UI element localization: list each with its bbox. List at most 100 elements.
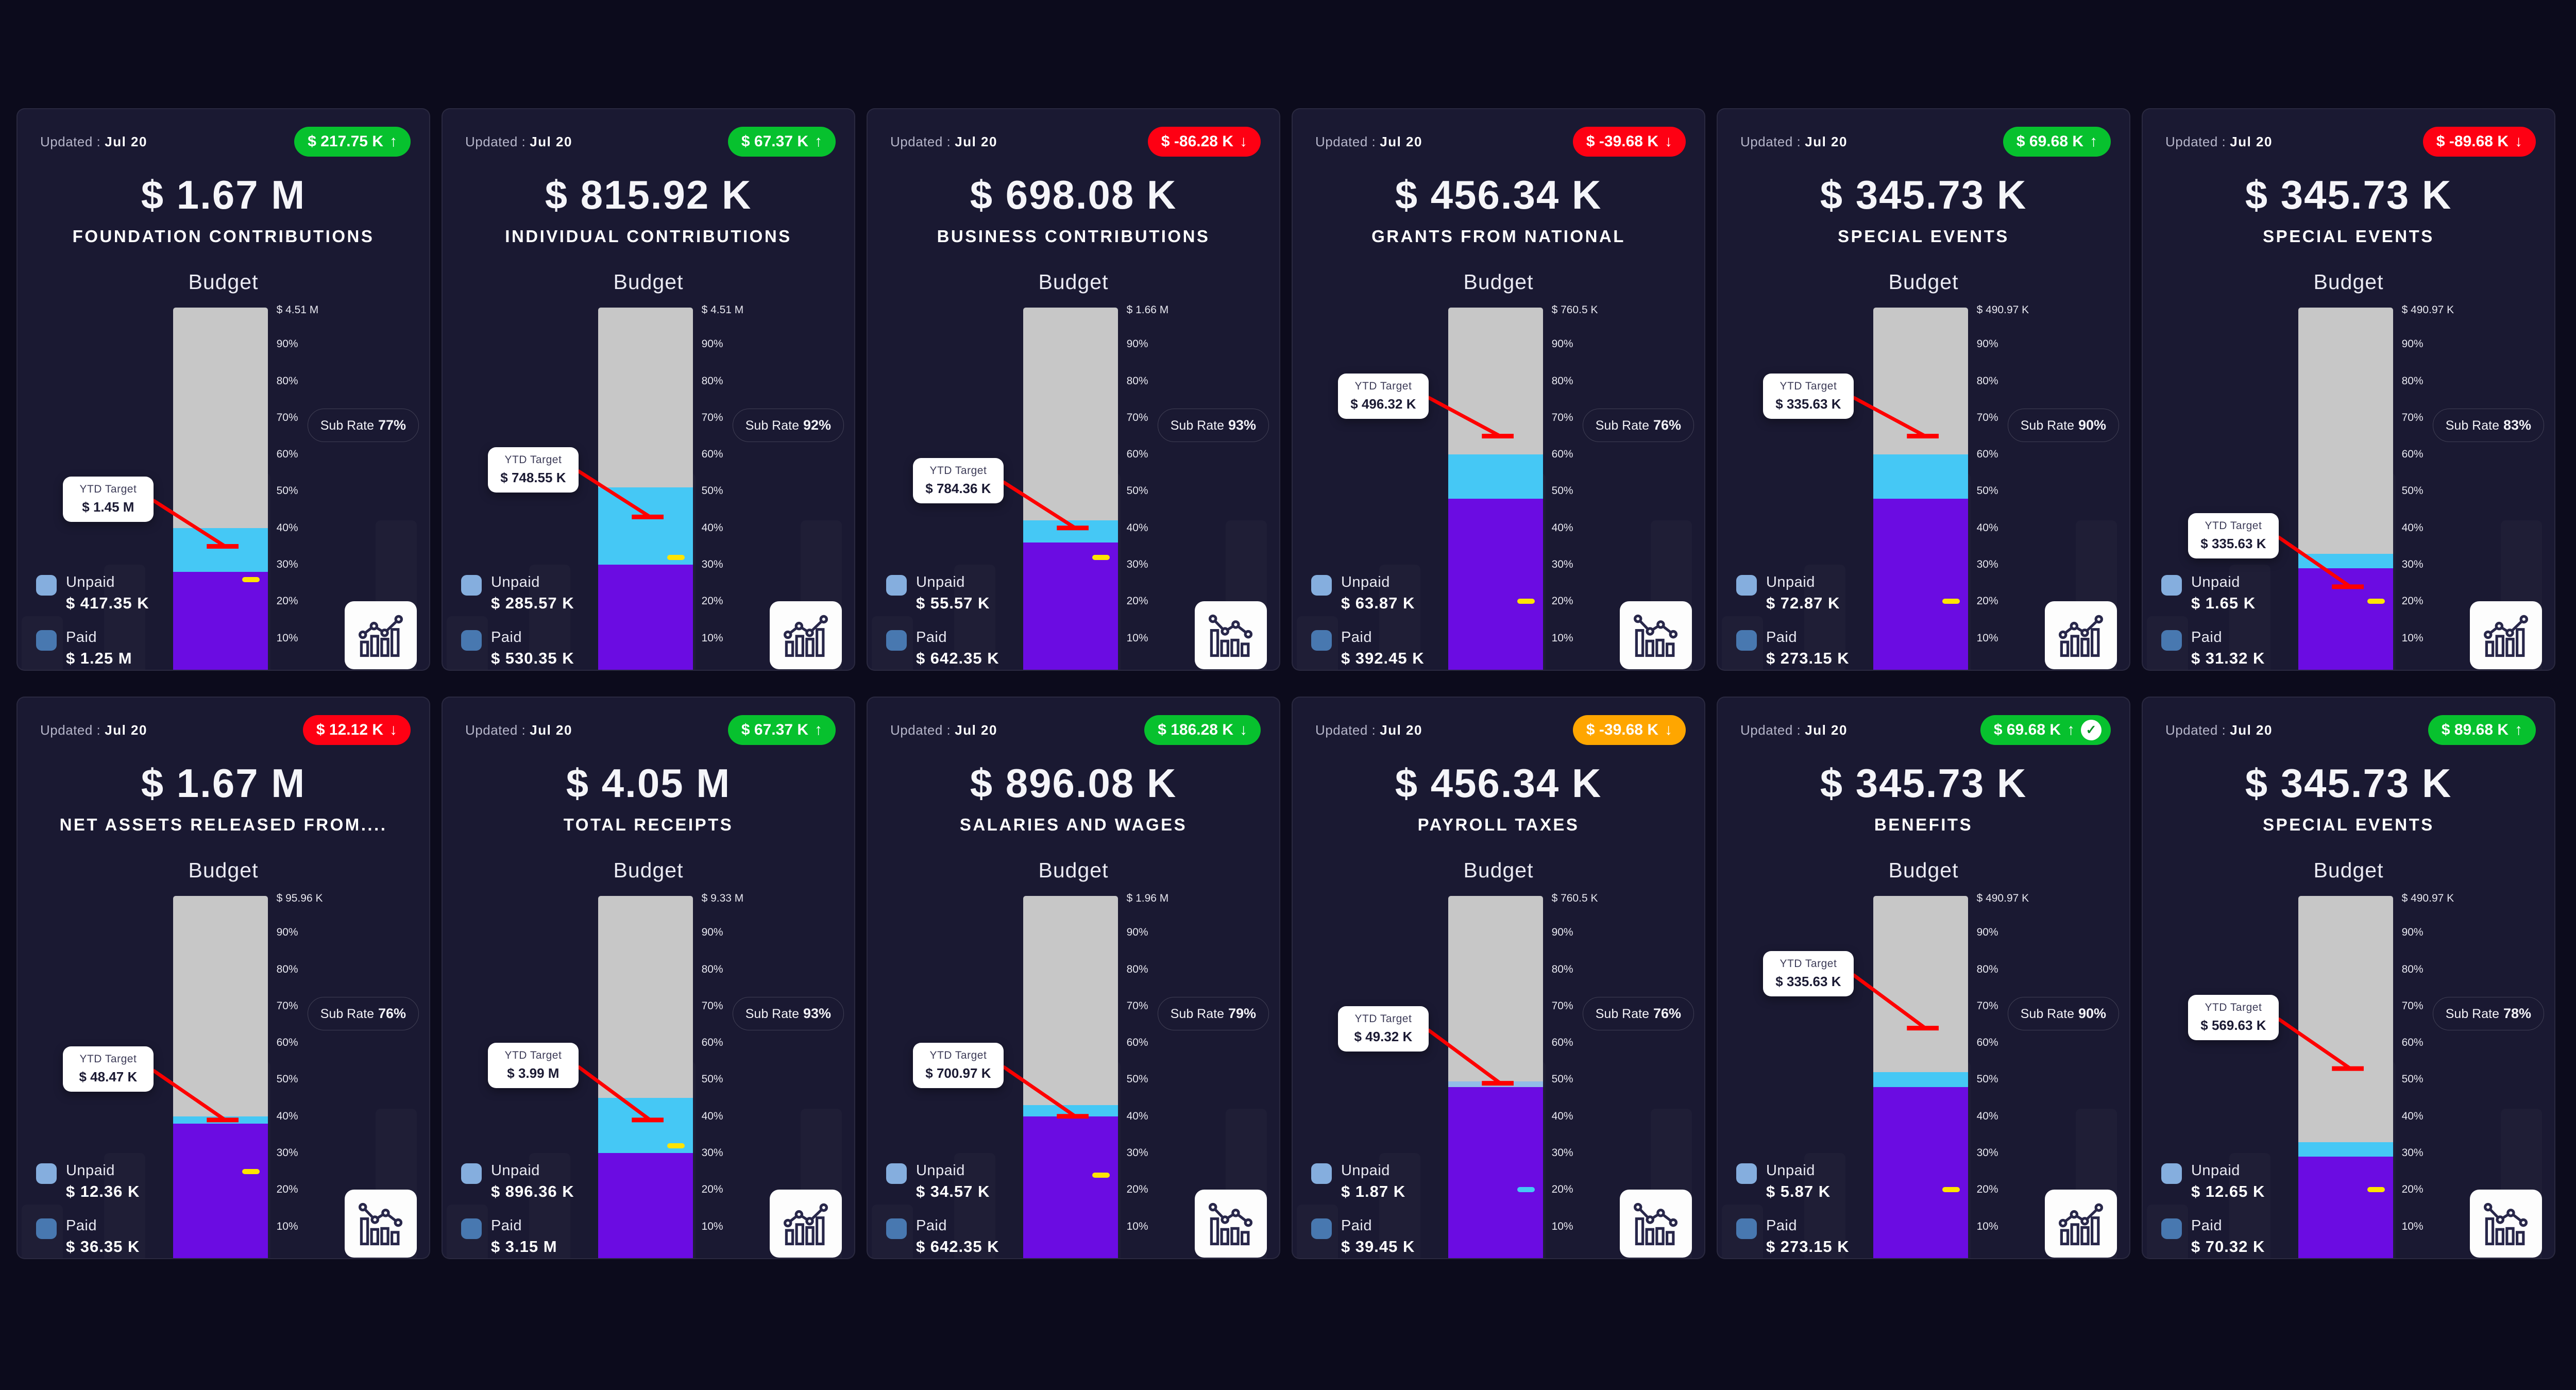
bar-segment-paid[interactable]	[173, 572, 268, 670]
unpaid-swatch	[886, 1163, 907, 1184]
stacked-budget-bar[interactable]	[1448, 307, 1543, 670]
percent-axis: $ 760.5 K 90% 80% 70% 60% 50% 40% 30% 20% 10% 0%	[1552, 304, 1609, 670]
card-header: Updated : Jul 20 $ 12.12 K ↓	[18, 698, 429, 745]
trend-chart-icon-button[interactable]	[1195, 1190, 1267, 1258]
sub-rate-pill: Sub Rate 77%	[307, 408, 419, 442]
paid-label: Paid	[1766, 1217, 1797, 1234]
trend-chart-icon-button[interactable]	[345, 1190, 417, 1258]
change-badge[interactable]: $ 89.68 K ↑	[2428, 715, 2536, 745]
percent-axis: $ 490.97 K 90% 80% 70% 60% 50% 40% 30% 20% 10% 0%	[2402, 892, 2460, 1258]
paid-swatch	[461, 1218, 482, 1239]
ytd-target-callout: YTD Target $ 569.63 K	[2188, 995, 2279, 1041]
change-badge[interactable]: $ 69.68 K ↑	[2003, 127, 2111, 157]
bar-segment-unpaid[interactable]	[1023, 1105, 1118, 1116]
bar-segment-unpaid[interactable]	[1448, 454, 1543, 499]
paid-value: $ 392.45 K	[1341, 649, 1425, 667]
axis-tick-label: 10%	[1126, 1220, 1148, 1232]
change-badge[interactable]: $ 186.28 K ↓	[1144, 715, 1261, 745]
card-header: Updated : Jul 20 $ 89.68 K ↑	[2143, 698, 2554, 745]
bar-segment-paid[interactable]	[1023, 543, 1118, 670]
stacked-budget-bar[interactable]	[598, 895, 693, 1258]
unpaid-swatch	[461, 574, 482, 596]
change-amount: $ -86.28 K	[1161, 133, 1233, 150]
axis-tick-label: 40%	[1551, 1110, 1573, 1122]
stacked-budget-bar[interactable]	[2298, 895, 2393, 1258]
updated-date: Jul 20	[105, 133, 147, 149]
bar-segment-paid[interactable]	[598, 1153, 693, 1258]
ytd-target-value: $ 700.97 K	[925, 1065, 991, 1081]
bar-segment-unpaid[interactable]	[1448, 1081, 1543, 1087]
change-badge[interactable]: $ -86.28 K ↓	[1147, 127, 1261, 157]
ytd-target-callout: YTD Target $ 335.63 K	[2188, 513, 2279, 559]
legend: Unpaid $ 55.57 K Paid $ 642.35 K	[886, 574, 999, 668]
bar-segment-unpaid[interactable]	[1023, 520, 1118, 543]
kpi-card: Updated : Jul 20 $ 69.68 K ↑ ✓ $ 345.73 K…	[1717, 697, 2130, 1259]
stacked-budget-bar[interactable]	[2298, 307, 2393, 670]
trend-chart-icon-button[interactable]	[2470, 1190, 2543, 1258]
change-amount: $ 69.68 K	[2016, 133, 2083, 150]
bar-segment-paid[interactable]	[1873, 1087, 1968, 1258]
axis-tick-label: 10%	[1551, 1220, 1573, 1232]
bar-segment-paid[interactable]	[1448, 498, 1543, 670]
change-badge[interactable]: $ 12.12 K ↓	[302, 715, 411, 745]
trend-chart-icon-button[interactable]	[2470, 601, 2543, 670]
ytd-target-label: YTD Target	[2205, 1002, 2262, 1014]
stacked-budget-bar[interactable]	[173, 895, 268, 1258]
bar-segment-unpaid[interactable]	[1873, 454, 1968, 499]
updated-date: Jul 20	[1805, 722, 1848, 738]
updated-date: Jul 20	[2230, 722, 2273, 738]
axis-tick-label: 90%	[1976, 338, 1998, 350]
trend-chart-icon-button[interactable]	[1620, 1190, 1692, 1258]
bar-segment-paid[interactable]	[2298, 568, 2393, 670]
legend-item-paid: Paid $ 39.45 K	[1311, 1217, 1415, 1256]
stacked-budget-bar[interactable]	[1873, 307, 1968, 670]
stacked-budget-bar[interactable]	[1873, 895, 1968, 1258]
bar-segment-unpaid[interactable]	[173, 528, 268, 572]
change-badge[interactable]: $ 217.75 K ↑	[294, 127, 411, 157]
bar-segment-unpaid[interactable]	[173, 1116, 268, 1124]
stacked-budget-bar[interactable]	[1448, 895, 1543, 1258]
chart-subtitle: Budget	[188, 269, 259, 294]
progress-tick-marker	[2367, 1187, 2385, 1193]
trend-chart-icon-button[interactable]	[2045, 1190, 2117, 1258]
paid-swatch	[1736, 1218, 1757, 1239]
axis-tick-label: 0%	[1552, 1257, 1567, 1258]
change-badge[interactable]: $ -39.68 K ↓	[1572, 127, 1686, 157]
stacked-budget-bar[interactable]	[173, 307, 268, 670]
trend-chart-icon-button[interactable]	[2045, 601, 2117, 670]
trend-chart-icon-button[interactable]	[345, 601, 417, 670]
axis-tick-label: 10%	[1126, 632, 1148, 644]
kpi-card: Updated : Jul 20 $ -39.68 K ↓ $ 456.34 K …	[1292, 697, 1705, 1259]
trend-chart-icon-button[interactable]	[1195, 601, 1267, 670]
bar-segment-paid[interactable]	[173, 1123, 268, 1258]
change-badge[interactable]: $ -89.68 K ↓	[2422, 127, 2536, 157]
bar-segment-paid[interactable]	[1023, 1116, 1118, 1258]
budget-chart: $ 490.97 K 90% 80% 70% 60% 50% 40% 30% 20% 10% 0%…	[2143, 892, 2554, 1258]
bar-segment-paid[interactable]	[598, 565, 693, 670]
bar-segment-paid[interactable]	[2298, 1157, 2393, 1258]
chart-subtitle: Budget	[1463, 858, 1534, 882]
change-badge[interactable]: $ 69.68 K ↑ ✓	[1980, 715, 2111, 745]
change-badge[interactable]: $ -39.68 K ↓	[1572, 715, 1686, 745]
trend-chart-icon-button[interactable]	[770, 1190, 842, 1258]
stacked-budget-bar[interactable]	[598, 307, 693, 670]
bar-segment-unpaid[interactable]	[2298, 553, 2393, 569]
bar-segment-unpaid[interactable]	[1873, 1072, 1968, 1087]
updated-timestamp: Updated : Jul 20	[1740, 722, 1848, 738]
bar-segment-paid[interactable]	[1448, 1087, 1543, 1258]
chart-increasing-icon	[2059, 615, 2104, 657]
change-badge[interactable]: $ 67.37 K ↑	[727, 715, 836, 745]
trend-arrow-icon: ↑	[2067, 721, 2075, 738]
stacked-budget-bar[interactable]	[1023, 895, 1118, 1258]
paid-label: Paid	[916, 1217, 947, 1234]
legend-item-paid: Paid $ 31.32 K	[2161, 629, 2265, 668]
change-badge[interactable]: $ 67.37 K ↑	[727, 127, 836, 157]
stacked-budget-bar[interactable]	[1023, 307, 1118, 670]
bar-segment-paid[interactable]	[1873, 498, 1968, 670]
axis-tick-label: 90%	[276, 926, 298, 939]
ytd-target-callout: YTD Target $ 48.47 K	[62, 1046, 154, 1092]
trend-chart-icon-button[interactable]	[1620, 601, 1692, 670]
trend-chart-icon-button[interactable]	[770, 601, 842, 670]
bar-segment-unpaid[interactable]	[598, 487, 693, 565]
bar-segment-unpaid[interactable]	[2298, 1142, 2393, 1157]
